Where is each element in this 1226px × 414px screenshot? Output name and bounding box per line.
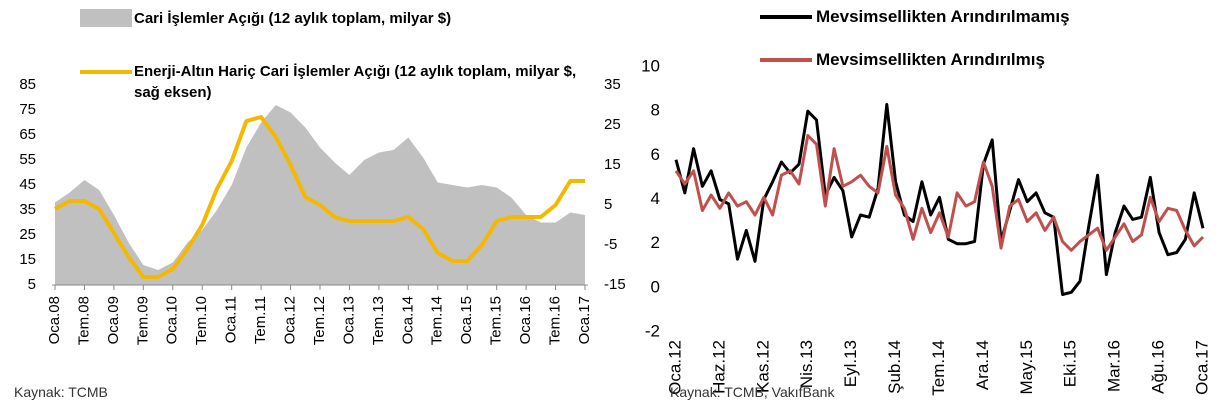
x-tick-label: Oca.10	[164, 296, 181, 344]
y2-tick-label: -15	[604, 276, 626, 293]
x-tick-label: Eyl.13	[841, 340, 860, 387]
x-tick-label: May.15	[1017, 340, 1036, 395]
y2-tick-label: 15	[604, 156, 621, 173]
source: Kaynak: TCMB, VakıfBank	[670, 384, 835, 400]
x-tick-label: Oca.11	[223, 296, 240, 343]
x-tick-label: Oca.12	[665, 340, 684, 395]
y-tick-label: 65	[19, 126, 36, 143]
y-tick-label: 6	[651, 145, 660, 164]
x-tick-label: Tem.09	[134, 296, 151, 345]
x-tick-label: Oca.09	[105, 296, 122, 344]
x-tick-label: Tem.14	[429, 296, 446, 345]
y2-tick-label: 25	[604, 116, 621, 133]
y2-tick-label: -5	[604, 236, 617, 253]
x-tick-label: Haz.12	[709, 340, 728, 394]
x-tick-label: Tem.11	[252, 296, 269, 344]
legend-label: Enerji-Altın Hariç Cari İşlemler Açığı (…	[134, 63, 577, 101]
y-tick-label: 15	[19, 251, 36, 268]
x-tick-label: Ağu.16	[1149, 340, 1168, 394]
x-tick-label: Tem.10	[193, 296, 210, 345]
source: Kaynak: TCMB	[14, 384, 108, 400]
x-tick-label: Tem.15	[488, 296, 505, 345]
legend-label: Mevsimsellikten Arındırılmamış	[816, 7, 1070, 26]
y-tick-label: 75	[19, 101, 36, 118]
x-tick-label: Oca.12	[282, 296, 299, 344]
x-tick-label: Eki.15	[1061, 340, 1080, 387]
y-tick-label: 8	[651, 101, 660, 120]
y2-tick-label: 35	[604, 76, 621, 93]
y-tick-label: -2	[645, 321, 660, 340]
x-tick-label: Tem.16	[547, 296, 564, 345]
area	[55, 105, 585, 285]
x-tick-label: Kas.12	[753, 340, 772, 393]
y-tick-label: 25	[19, 226, 36, 243]
x-tick-label: Tem.12	[311, 296, 328, 345]
y-tick-label: 55	[19, 151, 36, 168]
x-tick-label: Oca.17	[576, 296, 593, 344]
x-tick-label: Ara.14	[973, 340, 992, 390]
y-tick-label: 2	[651, 233, 660, 252]
y-tick-label: 45	[19, 176, 36, 193]
legend-label: Cari İşlemler Açığı (12 aylık toplam, mi…	[134, 10, 452, 27]
line	[54, 115, 585, 279]
x-tick-label: Oca.15	[458, 296, 475, 344]
y-tick-label: 85	[19, 76, 36, 93]
x-tick-label: Şub.14	[885, 340, 904, 394]
line	[674, 134, 1205, 252]
x-tick-label: Nis.13	[797, 340, 816, 388]
x-tick-label: Tem.13	[370, 296, 387, 345]
x-tick-label: Oca.14	[399, 296, 416, 344]
y-tick-label: 5	[28, 276, 36, 293]
y2-tick-label: 5	[604, 196, 612, 213]
x-tick-label: Oca.08	[46, 296, 63, 344]
legend-swatch	[80, 9, 132, 27]
x-tick-label: Oca.17	[1192, 340, 1211, 395]
line	[674, 103, 1205, 296]
y-tick-label: 0	[651, 277, 660, 296]
y-tick-label: 10	[641, 56, 660, 75]
x-tick-label: Oca.13	[340, 296, 357, 344]
x-tick-label: Tem.08	[75, 296, 92, 345]
y-tick-label: 35	[19, 201, 36, 218]
x-tick-label: Oca.16	[517, 296, 534, 344]
x-tick-label: Tem.14	[929, 340, 948, 396]
y-tick-label: 4	[651, 189, 660, 208]
x-tick-label: Mar.16	[1105, 340, 1124, 392]
legend-label: Mevsimsellikten Arındırılmış	[816, 50, 1045, 69]
